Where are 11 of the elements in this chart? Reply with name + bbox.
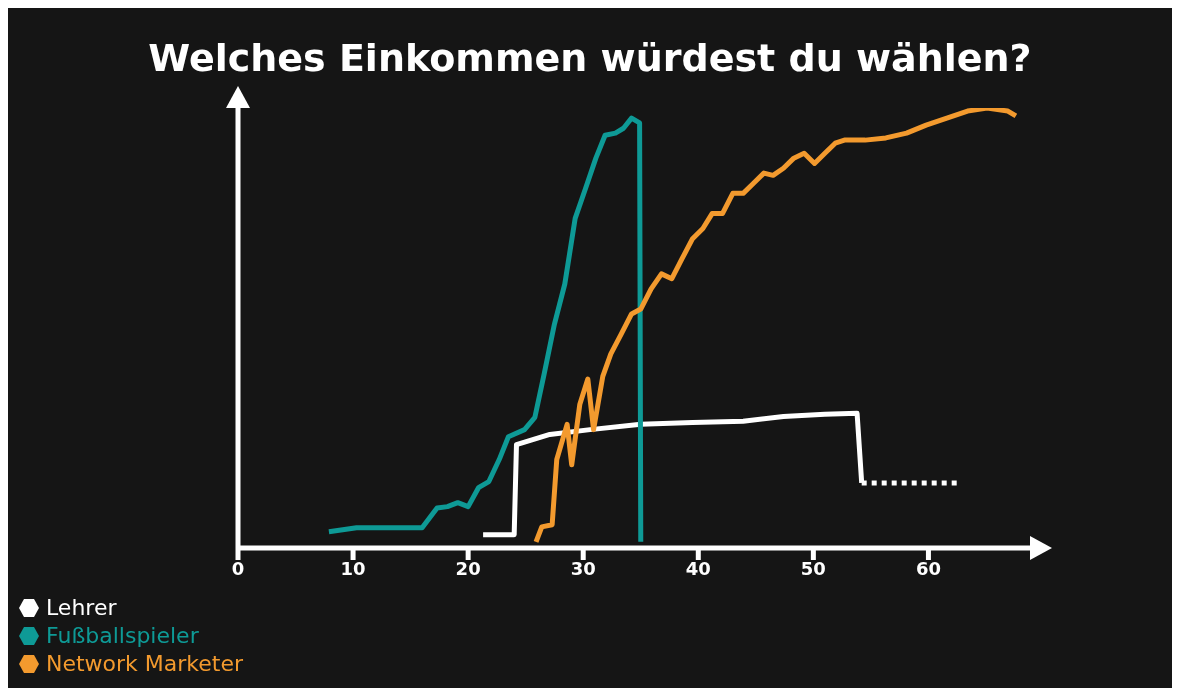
legend-label: Network Marketer <box>46 650 244 678</box>
legend-label: Fußballspieler <box>46 622 199 650</box>
x-tick-label: 60 <box>915 557 941 579</box>
legend-label: Lehrer <box>46 594 117 622</box>
x-tick-label: 40 <box>685 557 711 579</box>
x-tick-label: 10 <box>340 557 366 579</box>
x-tick-label: 20 <box>455 557 481 579</box>
x-tick-label: 30 <box>570 557 596 579</box>
x-tick-label: 50 <box>800 557 826 579</box>
chart-title: Welches Einkommen würdest du wählen? <box>147 36 1033 80</box>
x-tick-label: 0 <box>231 557 245 579</box>
